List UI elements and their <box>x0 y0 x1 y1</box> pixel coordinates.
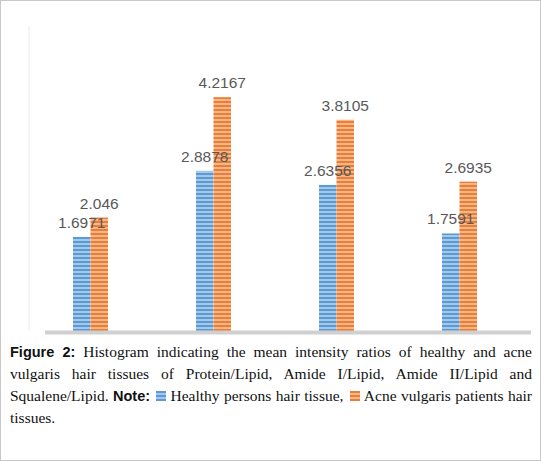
bar <box>196 171 214 331</box>
data-label: 4.2167 <box>199 74 246 91</box>
data-label: 2.8878 <box>181 148 228 165</box>
bar <box>73 237 91 331</box>
caption: Figure 2: Histogram indicating the mean … <box>10 341 532 429</box>
caption-label: Figure 2: <box>10 344 75 360</box>
bar <box>460 182 478 331</box>
data-labels: 1.6971 2.046 2.8878 4.2167 2.6356 3.8105 1.759… <box>58 74 492 231</box>
bars <box>73 97 477 331</box>
figure: 1.6971 2.046 2.8878 4.2167 2.6356 3.8105 1.759… <box>0 0 541 461</box>
chart: 1.6971 2.046 2.8878 4.2167 2.6356 3.8105 1.759… <box>1 1 541 341</box>
note-label: Note: <box>113 388 150 404</box>
legend-swatch <box>350 391 360 401</box>
data-label: 3.8105 <box>322 97 369 114</box>
data-label: 2.046 <box>80 195 119 212</box>
data-label: 1.7591 <box>427 210 474 227</box>
data-label: 2.6935 <box>445 159 492 176</box>
bar <box>442 233 460 331</box>
legend-entry: Healthy persons hair tissue, <box>170 387 343 404</box>
bar <box>337 120 355 331</box>
y-axis-line <box>29 26 30 331</box>
data-label: 2.6356 <box>304 162 351 179</box>
data-label: 1.6971 <box>58 214 105 231</box>
bar <box>91 218 109 331</box>
bar <box>319 185 337 331</box>
bar <box>214 97 232 331</box>
x-axis-line <box>45 331 531 335</box>
legend-swatch <box>156 391 166 401</box>
